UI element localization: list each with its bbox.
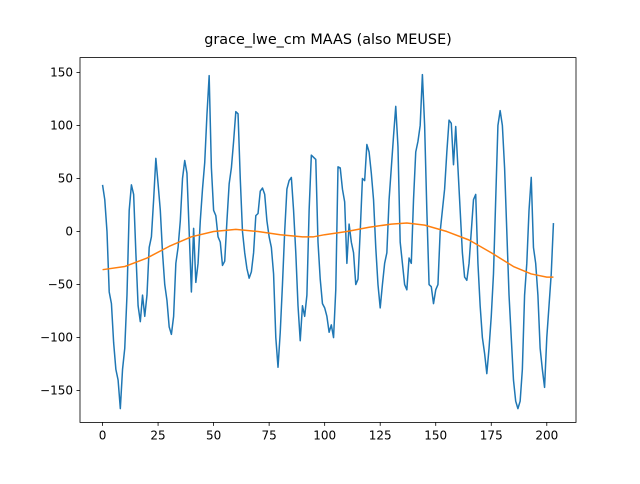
- y-tick-label: 150: [50, 65, 73, 79]
- y-tick-label: 100: [50, 118, 73, 132]
- x-tick-label: 75: [261, 428, 276, 442]
- x-tick-label: 50: [206, 428, 221, 442]
- y-tick-label: −50: [48, 278, 73, 292]
- x-tick-label: 0: [99, 428, 107, 442]
- x-tick-label: 200: [535, 428, 558, 442]
- x-tick-label: 100: [313, 428, 336, 442]
- y-tick-label: 50: [58, 171, 73, 185]
- x-tick-label: 175: [480, 428, 503, 442]
- data-line: [101, 73, 555, 410]
- y-tick-label: −150: [40, 384, 73, 398]
- y-tick-label: −100: [40, 331, 73, 345]
- x-tick-label: 125: [369, 428, 392, 442]
- chart-title: grace_lwe_cm MAAS (also MEUSE): [204, 32, 452, 48]
- data-line: [102, 222, 554, 278]
- x-tick-label: 25: [150, 428, 165, 442]
- plot-frame: [79, 57, 577, 423]
- x-tick-label: 150: [424, 428, 447, 442]
- y-tick-label: 0: [65, 225, 73, 239]
